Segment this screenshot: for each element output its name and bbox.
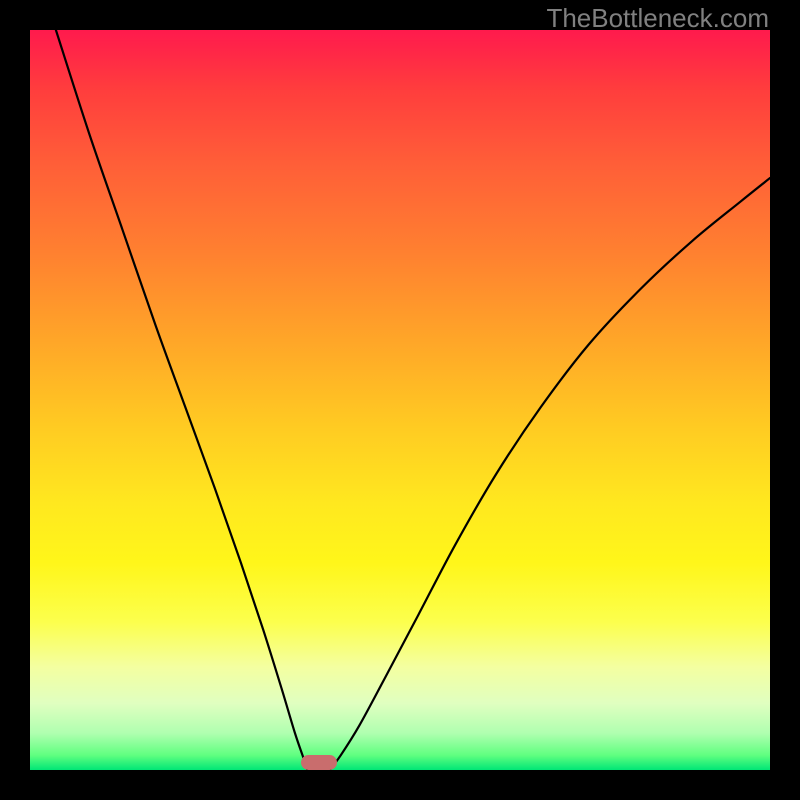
watermark-text: TheBottleneck.com xyxy=(546,3,769,34)
bottleneck-curve xyxy=(0,0,800,800)
optimum-marker xyxy=(301,755,337,770)
chart-frame: TheBottleneck.com xyxy=(0,0,800,800)
